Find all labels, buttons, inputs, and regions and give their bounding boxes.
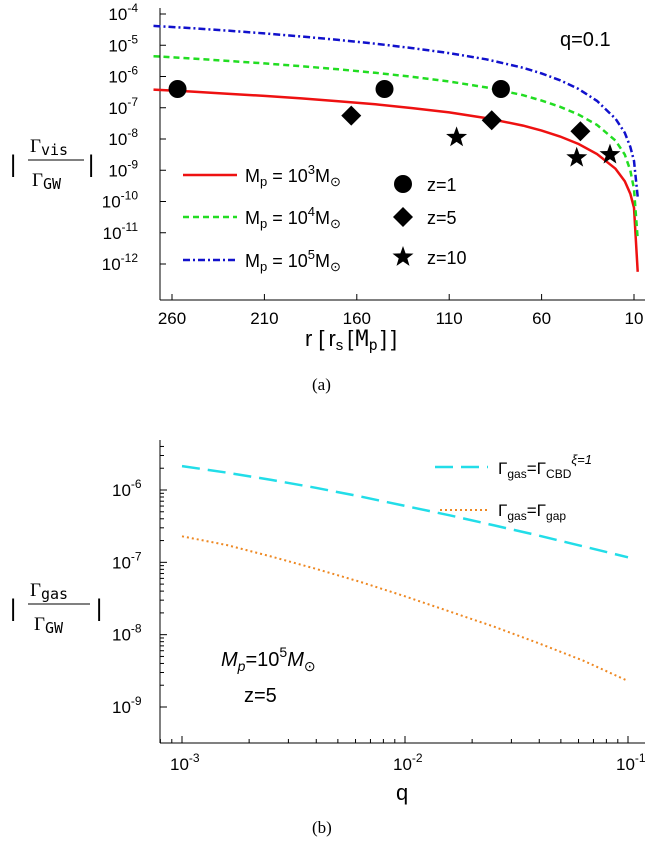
chart-a-legend: Mp = 103M⊙ Mp = 104M⊙ Mp = 105M⊙ z=1 z=5… [183, 162, 467, 274]
chart-b-xlabel: q [396, 780, 408, 805]
marker-diamond [481, 110, 502, 131]
y-tick-label: 10-10 [102, 189, 139, 212]
marker-diamond [341, 105, 362, 126]
legend-diamond-icon [393, 207, 413, 227]
svg-text:|: | [96, 595, 102, 622]
marker-star [446, 126, 468, 147]
chart-a-annotation: q=0.1 [560, 29, 611, 51]
y-tick-label: 10-8 [108, 126, 138, 149]
series-line-3 [153, 88, 639, 272]
y-tick-label: 10-9 [112, 694, 142, 717]
series-line-5 [153, 24, 639, 197]
marker-circle [491, 80, 510, 98]
chart-b-caption: (b) [312, 818, 332, 837]
marker-circle [375, 80, 394, 98]
y-tick-label: 10-7 [112, 549, 142, 572]
legend-label-z10: z=10 [427, 248, 467, 268]
series-line-cbd [181, 464, 629, 559]
x-tick-label: 110 [436, 309, 463, 328]
x-tick-label: 60 [532, 309, 551, 328]
marker-star [566, 146, 588, 167]
legend-star-icon [392, 246, 414, 266]
legend-label-gap: Γgas=Γgap [498, 501, 566, 523]
chart-a-ylabel: | | Γvis ΓGW [10, 136, 94, 193]
chart-a-caption: (a) [312, 375, 331, 394]
x-tick-label: 210 [250, 309, 278, 328]
y-tick-label: 10-7 [108, 95, 138, 118]
svg-text:|: | [10, 151, 16, 178]
y-tick-label: 10-12 [102, 251, 139, 274]
chart-a-xlabel: r[rs [Mp]] [305, 326, 397, 354]
y-tick-label: 10-6 [108, 64, 138, 87]
x-tick-label: 10 [625, 309, 644, 328]
marker-circle [168, 80, 187, 98]
legend-label-z5: z=5 [427, 208, 457, 228]
y-tick-label: 10-9 [108, 157, 138, 180]
legend-label-mp3: Mp = 103M⊙ [245, 162, 341, 189]
y-tick-label: 10-8 [112, 622, 142, 645]
legend-label-mp4: Mp = 104M⊙ [245, 204, 341, 231]
svg-text:|: | [10, 595, 16, 622]
x-tick-label: 160 [343, 309, 371, 328]
chart-b: 10-3 10-2 10-1 10-6 10-7 10-8 10-9 | | Γgas Γ… [10, 440, 646, 837]
legend-circle-icon [394, 175, 412, 193]
series-line-4 [153, 54, 639, 240]
x-tick-label: 10-3 [170, 751, 200, 774]
x-tick-label: 260 [158, 309, 186, 328]
svg-text:|: | [88, 151, 94, 178]
legend-label-z1: z=1 [427, 175, 457, 195]
svg-text:ΓGW: ΓGW [32, 170, 62, 193]
chart-b-ylabel: | | Γgas ΓGW [10, 580, 102, 637]
chart-b-annotation-mass: Mp=105M⊙ [221, 644, 316, 674]
y-tick-label: 10-11 [103, 220, 139, 243]
svg-text:Γgas: Γgas [30, 580, 68, 603]
y-tick-label: 10-4 [108, 1, 138, 24]
chart-b-annotation-z: z=5 [244, 685, 277, 707]
series-line-gap [181, 535, 629, 682]
chart-a: 260 210 160 110 60 10 10-4 10-5 10-6 10-7 10-8 10-… [10, 1, 645, 394]
x-tick-label: 10-1 [616, 751, 646, 774]
svg-text:ΓGW: ΓGW [34, 614, 64, 637]
marker-star [599, 143, 621, 164]
chart-b-legend: Γgas=ΓCBDξ=1 Γgas=Γgap [435, 452, 592, 523]
marker-diamond [570, 121, 591, 142]
legend-label-mp5: Mp = 105M⊙ [245, 247, 341, 274]
svg-text:Γvis: Γvis [30, 136, 68, 159]
y-tick-label: 10-6 [112, 477, 142, 500]
legend-label-cbd: Γgas=ΓCBDξ=1 [498, 452, 592, 481]
x-tick-label: 10-2 [393, 751, 423, 774]
y-tick-label: 10-5 [108, 32, 138, 55]
